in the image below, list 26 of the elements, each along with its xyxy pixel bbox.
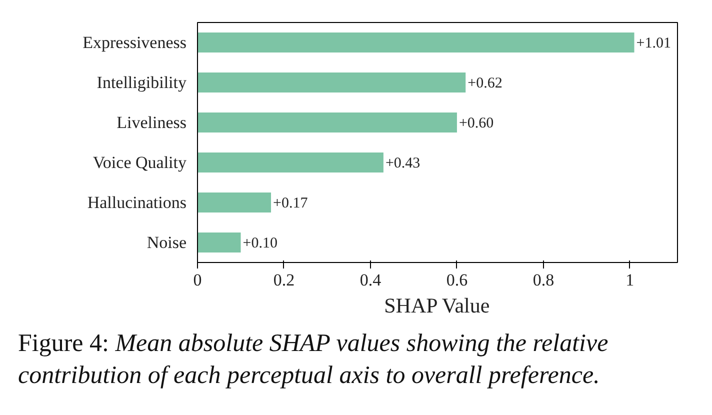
x-tick-label: 1 (626, 270, 634, 290)
bar (198, 152, 384, 172)
y-tick-label: Noise (146, 233, 187, 252)
bar (198, 72, 466, 92)
y-tick-label: Intelligibility (96, 73, 187, 92)
data-label: +0.60 (458, 116, 494, 132)
y-tick-label: Expressiveness (82, 33, 187, 52)
x-tick-label: 0.6 (446, 270, 468, 290)
data-label: +1.01 (636, 36, 671, 52)
data-label: +0.17 (273, 196, 308, 212)
y-tick-label: Liveliness (116, 113, 187, 132)
x-tick-label: 0 (193, 270, 202, 290)
x-tick-label: 0.8 (532, 270, 554, 290)
data-label: +0.62 (468, 76, 502, 92)
x-tick-label: 0.2 (273, 270, 295, 290)
y-tick-label: Voice Quality (92, 153, 187, 172)
caption: Figure 4: Mean absolute SHAP values showing the relative contribution of each perceptual axis to overall preference. (18, 329, 610, 391)
y-tick-label: Hallucinations (87, 193, 187, 212)
bar (198, 232, 241, 252)
bar (198, 112, 457, 132)
data-label: +0.10 (242, 236, 278, 252)
bar (198, 192, 272, 212)
bar (198, 32, 634, 52)
x-tick-label: 0.4 (360, 270, 382, 290)
data-label: +0.43 (385, 156, 420, 172)
x-axis-title: SHAP Value (384, 294, 490, 318)
